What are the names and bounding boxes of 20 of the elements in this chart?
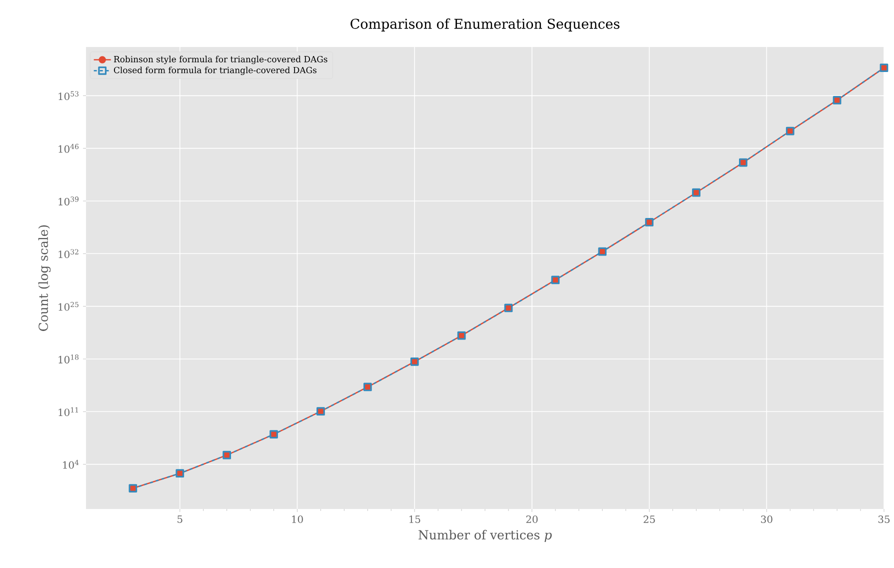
y-tick-label: 10$^{32}$ <box>58 249 78 258</box>
legend-label: Robinson style formula for triangle-covered DAGs <box>114 56 328 64</box>
y-tick-label: 10$^{39}$ <box>58 196 79 206</box>
y-tick-label: 10$^{46}$ <box>58 144 79 153</box>
x-tick-label: 10 <box>292 515 303 524</box>
chart-title: Comparison of Enumeration Sequences <box>350 18 620 32</box>
y-tick-label: 10$^{53}$ <box>58 91 78 100</box>
legend-label: Closed form formula for triangle-covered DAGs <box>114 66 316 76</box>
y-tick-label: 10$^{11}$ <box>58 407 78 416</box>
x-tick-label: 20 <box>526 515 538 524</box>
x-tick-label: 25 <box>644 515 655 524</box>
x-axis-title: Number of vertices p <box>418 530 552 542</box>
x-tick-label: 5 <box>178 516 182 523</box>
y-tick-label: 10$^{4}$ <box>63 460 79 469</box>
y-tick-label: 10$^{25}$ <box>58 302 78 311</box>
x-tick-label: 30 <box>761 515 772 524</box>
y-tick-label: 10$^{18}$ <box>58 354 79 364</box>
x-tick-label: 35 <box>878 515 890 524</box>
y-axis-title: Count (log scale) <box>38 225 51 331</box>
x-tick-label: 15 <box>409 515 420 524</box>
